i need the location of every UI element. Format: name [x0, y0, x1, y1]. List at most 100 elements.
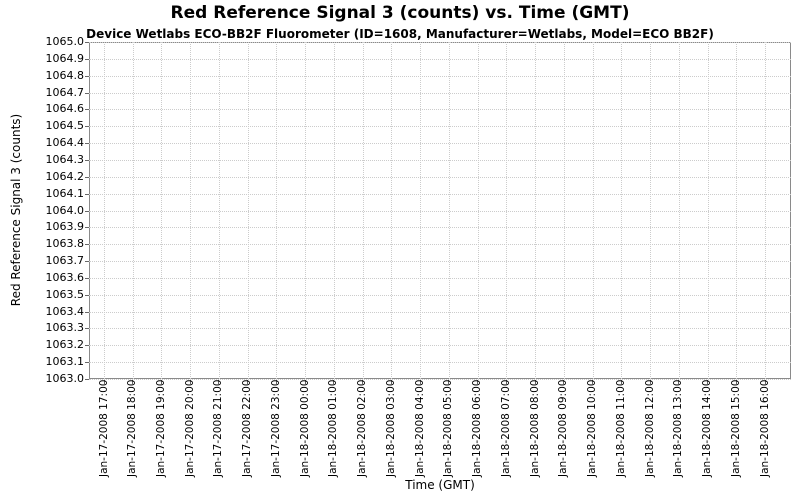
x-tick-label: Jan-17-2008 22:00 — [241, 379, 254, 477]
y-tick-mark — [85, 92, 89, 94]
x-tick-label: Jan-17-2008 20:00 — [183, 379, 196, 477]
y-tick-mark — [85, 261, 89, 263]
x-gridline — [333, 42, 335, 379]
x-tick-mark — [764, 380, 766, 384]
y-tick-mark — [85, 210, 89, 212]
y-tick-mark — [85, 109, 89, 111]
x-tick-mark — [563, 380, 565, 384]
chart-subtitle: Device Wetlabs ECO-BB2F Fluorometer (ID=… — [86, 27, 714, 41]
y-tick-mark — [85, 75, 89, 77]
x-gridline — [736, 42, 738, 379]
y-tick-label: 1063.7 — [45, 254, 85, 268]
x-tick-mark — [505, 380, 507, 384]
x-tick-label: Jan-18-2008 03:00 — [384, 379, 397, 477]
y-tick-label: 1063.6 — [45, 270, 85, 284]
x-tick-label: Jan-18-2008 04:00 — [413, 379, 426, 477]
y-tick-label: 1063.4 — [45, 304, 85, 318]
x-tick-label: Jan-17-2008 21:00 — [212, 379, 225, 477]
y-gridline — [89, 159, 791, 161]
x-tick-mark — [649, 380, 651, 384]
y-tick-label: 1063.5 — [45, 287, 85, 301]
x-gridline — [650, 42, 652, 379]
x-gridline — [104, 42, 105, 379]
y-gridline — [89, 362, 791, 364]
x-tick-mark — [477, 380, 479, 384]
y-gridline — [89, 379, 791, 380]
x-gridline — [592, 42, 594, 379]
y-tick-mark — [85, 193, 89, 195]
y-tick-mark — [85, 176, 89, 178]
y-tick-mark — [85, 126, 89, 128]
x-tick-label: Jan-18-2008 10:00 — [586, 379, 599, 477]
y-tick-mark — [85, 58, 89, 60]
y-tick-mark — [85, 362, 89, 364]
x-gridline — [218, 42, 220, 379]
y-tick-mark — [85, 227, 89, 229]
y-tick-label: 1064.3 — [45, 152, 85, 166]
y-gridline — [89, 58, 791, 60]
x-tick-label: Jan-18-2008 15:00 — [729, 379, 742, 477]
x-gridline — [563, 42, 565, 379]
y-tick-label: 1064.5 — [45, 119, 85, 133]
x-tick-label: Jan-17-2008 18:00 — [126, 379, 139, 477]
x-tick-label: Jan-18-2008 14:00 — [701, 379, 714, 477]
y-tick-label: 1064.1 — [45, 186, 85, 200]
y-gridline — [89, 193, 791, 195]
x-tick-mark — [189, 380, 191, 384]
y-gridline — [89, 328, 791, 330]
x-gridline — [190, 42, 192, 379]
y-tick-mark — [85, 328, 89, 330]
y-tick-mark — [85, 244, 89, 246]
y-axis-title: Red Reference Signal 3 (counts) — [9, 113, 23, 307]
y-gridline — [89, 311, 791, 313]
y-tick-label: 1063.3 — [45, 321, 85, 335]
x-gridline — [161, 42, 163, 379]
x-tick-label: Jan-18-2008 12:00 — [643, 379, 656, 477]
y-gridline — [89, 210, 791, 212]
x-gridline — [362, 42, 364, 379]
y-tick-mark — [85, 311, 89, 313]
chart-title: Red Reference Signal 3 (counts) vs. Time… — [170, 3, 630, 23]
x-tick-label: Jan-17-2008 17:00 — [97, 379, 110, 477]
x-gridline — [678, 42, 680, 379]
x-tick-mark — [534, 380, 536, 384]
x-tick-mark — [448, 380, 450, 384]
y-tick-mark — [85, 277, 89, 279]
x-tick-label: Jan-18-2008 02:00 — [356, 379, 369, 477]
x-gridline — [765, 42, 766, 379]
y-gridline — [89, 126, 791, 128]
x-gridline — [420, 42, 422, 379]
x-tick-mark — [419, 380, 421, 384]
y-tick-mark — [85, 379, 89, 380]
x-tick-mark — [362, 380, 364, 384]
y-gridline — [89, 294, 791, 296]
x-tick-mark — [592, 380, 594, 384]
y-tick-label: 1063.2 — [45, 338, 85, 352]
y-tick-label: 1064.0 — [45, 203, 85, 217]
x-gridline — [477, 42, 479, 379]
x-tick-mark — [275, 380, 277, 384]
x-tick-mark — [304, 380, 306, 384]
x-tick-mark — [103, 380, 105, 384]
y-tick-mark — [85, 143, 89, 145]
x-tick-label: Jan-17-2008 23:00 — [269, 379, 282, 477]
y-tick-label: 1064.2 — [45, 169, 85, 183]
x-gridline — [276, 42, 278, 379]
y-tick-label: 1063.9 — [45, 220, 85, 234]
y-tick-label: 1064.7 — [45, 85, 85, 99]
x-tick-label: Jan-18-2008 13:00 — [672, 379, 685, 477]
x-tick-label: Jan-18-2008 11:00 — [614, 379, 627, 477]
y-gridline — [89, 345, 791, 347]
y-gridline — [89, 75, 791, 77]
x-gridline — [132, 42, 134, 379]
y-gridline — [89, 277, 791, 279]
x-tick-label: Jan-18-2008 09:00 — [557, 379, 570, 477]
y-tick-mark — [85, 294, 89, 296]
y-tick-label: 1064.6 — [45, 102, 85, 116]
x-tick-mark — [218, 380, 220, 384]
y-gridline — [89, 227, 791, 229]
y-tick-mark — [85, 159, 89, 161]
y-tick-label: 1064.9 — [45, 51, 85, 65]
x-gridline — [391, 42, 393, 379]
